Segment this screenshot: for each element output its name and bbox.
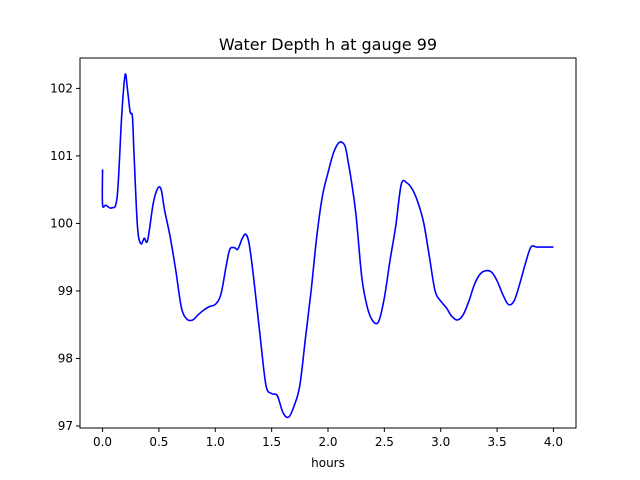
y-tick-label: 102 — [50, 81, 73, 95]
y-tick-label: 101 — [50, 149, 73, 163]
y-tick-label: 99 — [58, 284, 73, 298]
y-tick-label: 98 — [58, 351, 73, 365]
y-axis: 97 98 99 100 101 102 — [50, 81, 80, 433]
x-tick-label: 2.5 — [375, 435, 394, 449]
x-tick-label: 0.5 — [149, 435, 168, 449]
series-line — [101, 73, 554, 419]
x-tick-label: 3.5 — [488, 435, 507, 449]
x-tick-label: 4.0 — [544, 435, 563, 449]
x-tick-label: 1.0 — [206, 435, 225, 449]
chart-title: Water Depth h at gauge 99 — [219, 35, 437, 54]
plot-area — [101, 73, 554, 419]
x-axis: 0.0 0.5 1.0 1.5 2.0 2.5 3.0 3.5 4.0 — [93, 428, 563, 449]
plot-frame — [79, 57, 577, 429]
x-tick-label: 2.0 — [318, 435, 337, 449]
x-tick-label: 1.5 — [262, 435, 281, 449]
x-tick-label: 0.0 — [93, 435, 112, 449]
y-tick-label: 100 — [50, 216, 73, 230]
x-axis-label: hours — [311, 456, 345, 470]
x-tick-label: 3.0 — [431, 435, 450, 449]
y-tick-label: 97 — [58, 419, 73, 433]
